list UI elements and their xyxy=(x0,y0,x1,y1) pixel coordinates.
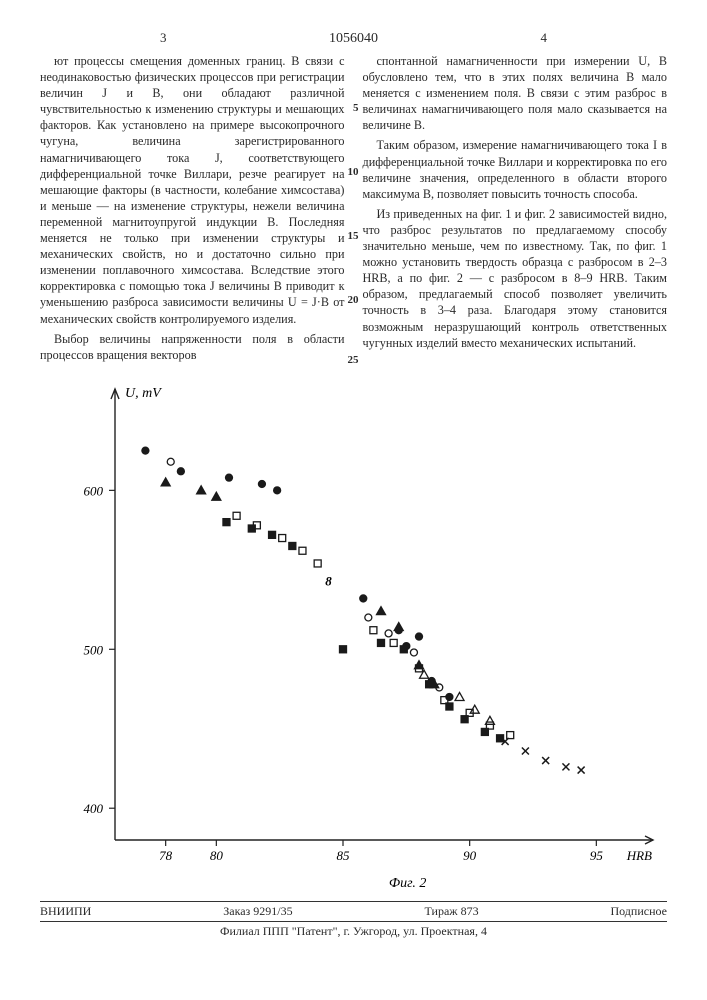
col-num-right: 4 xyxy=(541,30,548,46)
figure-2-scatter: 400 500 600 U, mV 78 80 85 90 95 HRB Фиг. 2 8 xyxy=(40,375,667,895)
page-header: 3 1056040 4 xyxy=(40,30,667,53)
footer-tirazh: Тираж 873 xyxy=(425,904,479,919)
footer-address: Филиал ППП "Патент", г. Ужгород, ул. Про… xyxy=(220,924,487,938)
right-column: спонтанной намагниченности при измерении… xyxy=(363,53,668,367)
svg-text:HRB: HRB xyxy=(626,848,652,863)
line-number: 20 xyxy=(348,293,359,308)
imprint-footer: ВНИИПИ Заказ 9291/35 Тираж 873 Подписное… xyxy=(40,901,667,939)
line-number: 25 xyxy=(348,353,359,368)
left-column: 5 10 15 20 25 ют процессы смещения домен… xyxy=(40,53,345,367)
footer-order: Заказ 9291/35 xyxy=(223,904,292,919)
line-number: 5 xyxy=(353,101,359,116)
paragraph: Таким образом, измерение намагничивающег… xyxy=(363,137,668,201)
svg-text:U, mV: U, mV xyxy=(125,386,162,401)
scatter-svg: 400 500 600 U, mV 78 80 85 90 95 HRB Фиг. 2 8 xyxy=(40,375,667,895)
svg-text:78: 78 xyxy=(159,848,173,863)
document-number: 1056040 xyxy=(167,31,541,47)
paragraph: ют процессы смещения доменных границ. В … xyxy=(40,53,345,327)
svg-text:90: 90 xyxy=(463,848,477,863)
svg-text:500: 500 xyxy=(84,642,104,657)
paragraph: Из приведенных на фиг. 1 и фиг. 2 зависи… xyxy=(363,206,668,351)
line-number: 15 xyxy=(348,229,359,244)
body-columns: 5 10 15 20 25 ют процессы смещения домен… xyxy=(40,53,667,367)
paragraph: Выбор величины напряженности поля в обла… xyxy=(40,331,345,363)
svg-text:Фиг. 2: Фиг. 2 xyxy=(389,876,427,891)
svg-text:80: 80 xyxy=(210,848,224,863)
svg-text:8: 8 xyxy=(325,573,332,588)
footer-sign: Подписное xyxy=(610,904,667,919)
footer-org: ВНИИПИ xyxy=(40,904,91,919)
paragraph: спонтанной намагниченности при измерении… xyxy=(363,53,668,133)
svg-text:95: 95 xyxy=(590,848,604,863)
svg-text:85: 85 xyxy=(337,848,351,863)
line-number: 10 xyxy=(348,165,359,180)
svg-text:600: 600 xyxy=(84,483,104,498)
svg-text:400: 400 xyxy=(84,801,104,816)
